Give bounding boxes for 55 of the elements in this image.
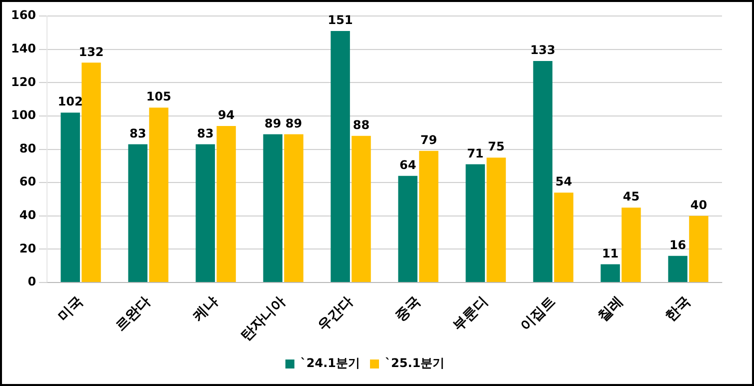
y-tick-label: 80 xyxy=(19,141,36,156)
data-label: 40 xyxy=(690,198,708,212)
y-tick-label: 160 xyxy=(10,8,36,22)
bar xyxy=(82,62,101,282)
y-tick-label: 60 xyxy=(19,174,36,189)
data-label: 75 xyxy=(488,140,505,154)
bar xyxy=(330,30,350,282)
x-tick-label: 중국 xyxy=(392,294,424,325)
bar xyxy=(622,208,641,282)
bar xyxy=(689,216,708,282)
data-label: 16 xyxy=(669,238,686,252)
y-tick-label: 140 xyxy=(10,41,36,56)
data-label: 83 xyxy=(196,126,214,140)
data-label: 105 xyxy=(146,90,172,104)
bar xyxy=(486,158,506,282)
data-label: 79 xyxy=(420,133,438,148)
data-label: 71 xyxy=(466,146,484,160)
bar xyxy=(196,144,215,282)
data-label: 83 xyxy=(129,126,146,140)
bar xyxy=(216,126,236,282)
bar xyxy=(419,150,438,282)
bar xyxy=(466,164,485,282)
x-tick-label: 칠레 xyxy=(595,294,626,325)
y-tick-label: 20 xyxy=(19,241,36,256)
x-tick-label: 미국 xyxy=(55,294,86,325)
bar xyxy=(554,192,574,282)
data-label: 133 xyxy=(530,43,556,58)
y-tick-label: 0 xyxy=(28,274,36,289)
bar xyxy=(284,134,304,282)
bar xyxy=(263,134,282,282)
y-tick-label: 120 xyxy=(10,74,36,89)
bar xyxy=(149,108,168,282)
bar xyxy=(60,112,80,282)
bar xyxy=(600,264,620,282)
x-tick-label: 케냐 xyxy=(190,294,222,325)
legend-label: `25.1분기 xyxy=(385,356,445,370)
data-label: 94 xyxy=(218,108,235,122)
bar xyxy=(128,144,148,282)
bar xyxy=(668,256,688,282)
data-label: 89 xyxy=(264,116,282,130)
data-label: 54 xyxy=(555,174,572,189)
legend-label: `24.1분기 xyxy=(300,356,360,370)
bar xyxy=(352,136,371,282)
data-label: 64 xyxy=(399,158,416,172)
bar xyxy=(398,176,418,282)
data-label: 151 xyxy=(328,13,353,28)
data-label: 89 xyxy=(285,116,302,130)
y-tick-label: 100 xyxy=(10,108,36,122)
y-tick-label: 40 xyxy=(19,208,36,222)
data-label: 88 xyxy=(352,118,370,132)
data-label: 45 xyxy=(622,190,640,204)
data-label: 132 xyxy=(78,44,104,59)
data-label: 11 xyxy=(602,246,619,260)
bar xyxy=(533,60,552,282)
x-tick-label: 한국 xyxy=(662,294,694,325)
